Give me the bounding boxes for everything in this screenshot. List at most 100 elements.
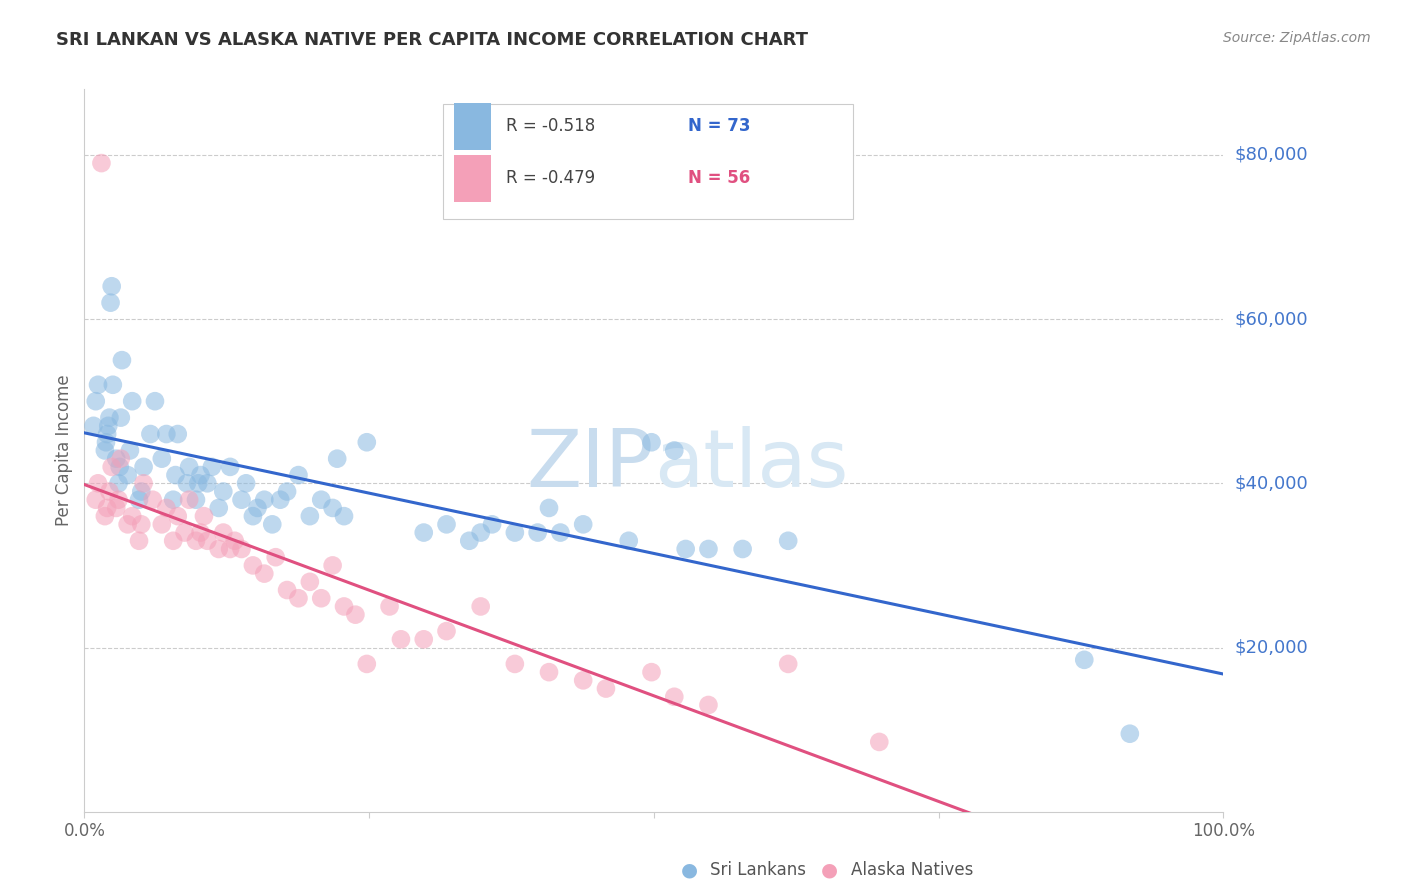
Point xyxy=(131,517,153,532)
Point xyxy=(187,476,209,491)
Point xyxy=(105,500,128,515)
Point xyxy=(82,418,104,433)
Point xyxy=(190,525,212,540)
Point xyxy=(664,443,686,458)
Point xyxy=(333,599,356,614)
Point xyxy=(389,632,412,647)
Point xyxy=(309,591,332,606)
Point xyxy=(253,492,276,507)
Point xyxy=(184,492,207,507)
FancyBboxPatch shape xyxy=(454,103,491,150)
Point xyxy=(664,690,686,704)
Point xyxy=(326,451,349,466)
Point xyxy=(110,451,132,466)
Point xyxy=(503,525,526,540)
Point xyxy=(617,533,640,548)
Point xyxy=(322,500,344,515)
Point xyxy=(105,451,128,466)
Text: SRI LANKAN VS ALASKA NATIVE PER CAPITA INCOME CORRELATION CHART: SRI LANKAN VS ALASKA NATIVE PER CAPITA I… xyxy=(56,31,808,49)
Text: N = 73: N = 73 xyxy=(688,118,751,136)
Text: Sri Lankans: Sri Lankans xyxy=(710,861,806,879)
Point xyxy=(640,665,662,680)
Text: R = -0.479: R = -0.479 xyxy=(506,169,595,187)
Point xyxy=(165,468,187,483)
Point xyxy=(778,657,800,671)
Point xyxy=(143,394,166,409)
Point xyxy=(117,517,139,532)
Point xyxy=(276,582,298,597)
Point xyxy=(436,624,458,639)
Point xyxy=(231,492,253,507)
Point xyxy=(121,509,143,524)
Point xyxy=(231,541,253,556)
Point xyxy=(108,459,131,474)
Point xyxy=(264,550,287,565)
Point xyxy=(150,517,173,532)
Point xyxy=(212,525,235,540)
Point xyxy=(470,525,492,540)
Point xyxy=(731,541,754,556)
Point xyxy=(128,533,150,548)
Point xyxy=(572,517,595,532)
Point xyxy=(150,451,173,466)
Point xyxy=(176,476,198,491)
Point xyxy=(132,476,155,491)
Point xyxy=(224,533,246,548)
Point xyxy=(94,443,117,458)
Point xyxy=(276,484,298,499)
Point xyxy=(436,517,458,532)
FancyBboxPatch shape xyxy=(443,103,853,219)
Point xyxy=(100,279,122,293)
Point xyxy=(322,558,344,573)
Point xyxy=(107,476,129,491)
Point xyxy=(287,591,309,606)
Point xyxy=(193,509,215,524)
Point xyxy=(190,468,212,483)
Text: R = -0.518: R = -0.518 xyxy=(506,118,595,136)
Text: $40,000: $40,000 xyxy=(1234,475,1308,492)
Point xyxy=(235,476,257,491)
Point xyxy=(195,533,218,548)
Point xyxy=(333,509,356,524)
Point xyxy=(84,492,107,507)
Point xyxy=(697,698,720,712)
Point xyxy=(201,459,224,474)
Point xyxy=(96,427,118,442)
Point xyxy=(309,492,332,507)
Point xyxy=(697,541,720,556)
Text: Alaska Natives: Alaska Natives xyxy=(851,861,973,879)
Point xyxy=(111,353,134,368)
Point xyxy=(173,525,195,540)
Point xyxy=(778,533,800,548)
Point xyxy=(550,525,572,540)
Point xyxy=(107,492,129,507)
Point xyxy=(378,599,401,614)
Point xyxy=(412,632,434,647)
Point xyxy=(212,484,235,499)
Point xyxy=(166,427,188,442)
Point xyxy=(1073,653,1095,667)
Point xyxy=(675,541,697,556)
Y-axis label: Per Capita Income: Per Capita Income xyxy=(55,375,73,526)
Point xyxy=(356,435,378,450)
FancyBboxPatch shape xyxy=(454,155,491,202)
Text: atlas: atlas xyxy=(654,425,848,504)
Point xyxy=(253,566,276,581)
Point xyxy=(356,657,378,671)
Point xyxy=(537,500,560,515)
Point xyxy=(98,410,121,425)
Point xyxy=(537,665,560,680)
Point xyxy=(155,427,177,442)
Point xyxy=(139,427,162,442)
Point xyxy=(287,468,309,483)
Text: N = 56: N = 56 xyxy=(688,169,751,187)
Point xyxy=(97,418,120,433)
Point xyxy=(94,435,117,450)
Point xyxy=(470,599,492,614)
Point xyxy=(90,156,112,170)
Point xyxy=(179,459,201,474)
Point xyxy=(131,484,153,499)
Point xyxy=(269,492,291,507)
Point xyxy=(101,377,124,392)
Point xyxy=(208,541,231,556)
